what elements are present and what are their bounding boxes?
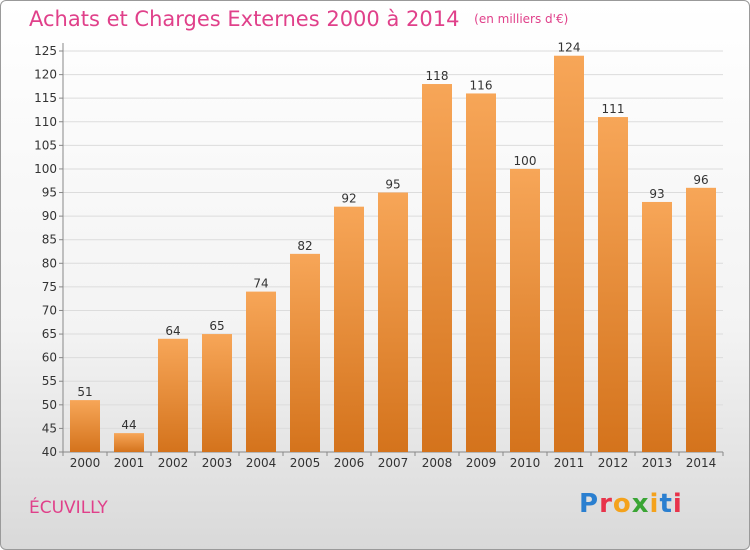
x-tick-label: 2013 [642, 456, 673, 470]
bar-value-label: 111 [602, 102, 625, 116]
logo-letter: x [631, 489, 650, 519]
y-tick-label: 45 [42, 421, 57, 435]
bar [202, 334, 232, 452]
bar-value-label: 124 [558, 41, 581, 55]
y-tick-label: 60 [42, 351, 57, 365]
y-tick-label: 70 [42, 303, 57, 317]
y-tick-label: 40 [42, 445, 57, 459]
bar [598, 117, 628, 452]
bar [642, 201, 672, 452]
bars [70, 55, 716, 453]
y-tick-label: 90 [42, 209, 57, 223]
bar [158, 338, 188, 452]
bar [422, 84, 452, 452]
chart-subtitle: (en milliers d'€) [474, 12, 569, 26]
x-tick-label: 2010 [510, 456, 541, 470]
bar-value-label: 100 [514, 154, 537, 168]
bar [686, 187, 716, 452]
y-tick-label: 110 [34, 115, 57, 129]
x-tick-label: 2014 [686, 456, 717, 470]
bar-value-label: 92 [341, 192, 356, 206]
bar [510, 168, 540, 453]
x-tick-label: 2004 [246, 456, 277, 470]
bar [114, 433, 144, 452]
bar-value-label: 116 [470, 78, 493, 92]
proxiti-logo: Proxiti [579, 489, 683, 519]
bar-value-label: 96 [693, 173, 708, 187]
x-tick-label: 2012 [598, 456, 629, 470]
y-tick-label: 125 [34, 44, 57, 58]
x-tick-label: 2002 [158, 456, 189, 470]
bar [70, 400, 100, 452]
x-tick-label: 2011 [554, 456, 585, 470]
bar [246, 291, 276, 452]
commune-name: ÉCUVILLY [29, 498, 108, 518]
bar [466, 93, 496, 452]
y-tick-label: 100 [34, 162, 57, 176]
bar-value-label: 93 [649, 187, 664, 201]
logo-letter: P [579, 489, 600, 519]
y-tick-label: 50 [42, 398, 57, 412]
logo-letter: i [649, 489, 660, 519]
y-tick-label: 85 [42, 233, 57, 247]
bar-value-label: 118 [426, 69, 449, 83]
bar [334, 206, 364, 452]
x-tick-label: 2005 [290, 456, 321, 470]
bar [378, 192, 408, 452]
bar-value-label: 64 [165, 324, 180, 338]
x-tick-label: 2007 [378, 456, 409, 470]
bar-value-label: 44 [121, 418, 136, 432]
bar-value-label: 82 [297, 239, 312, 253]
y-tick-label: 115 [34, 91, 57, 105]
y-tick-label: 55 [42, 374, 57, 388]
x-tick-label: 2000 [70, 456, 101, 470]
bar-value-label: 65 [209, 319, 224, 333]
value-labels: 51 44 64 65 74 82 92 95 118 116 100 124 111 93 96 [77, 41, 708, 432]
logo-letter: t [659, 489, 673, 519]
chart-title-text: Achats et Charges Externes 2000 à 2014 [29, 7, 460, 31]
x-tick-label: 2001 [114, 456, 145, 470]
x-tick-label: 2008 [422, 456, 453, 470]
x-tick-label: 2006 [334, 456, 365, 470]
x-tick-label: 2003 [202, 456, 233, 470]
y-tick-label: 75 [42, 280, 57, 294]
bar-value-label: 51 [77, 385, 92, 399]
bar [554, 55, 584, 452]
y-tick-label: 65 [42, 327, 57, 341]
x-tick-label: 2009 [466, 456, 497, 470]
y-tick-label: 105 [34, 138, 57, 152]
logo-letter: i [672, 489, 683, 519]
logo-letter: r [599, 489, 613, 519]
y-tick-label: 95 [42, 186, 57, 200]
y-tick-label: 80 [42, 256, 57, 270]
bar-value-label: 74 [253, 277, 268, 291]
y-tick-label: 120 [34, 68, 57, 82]
chart-title: Achats et Charges Externes 2000 à 2014 (… [29, 7, 568, 31]
bar-value-label: 95 [385, 178, 400, 192]
bar [290, 253, 320, 452]
logo-letter: o [612, 489, 632, 519]
